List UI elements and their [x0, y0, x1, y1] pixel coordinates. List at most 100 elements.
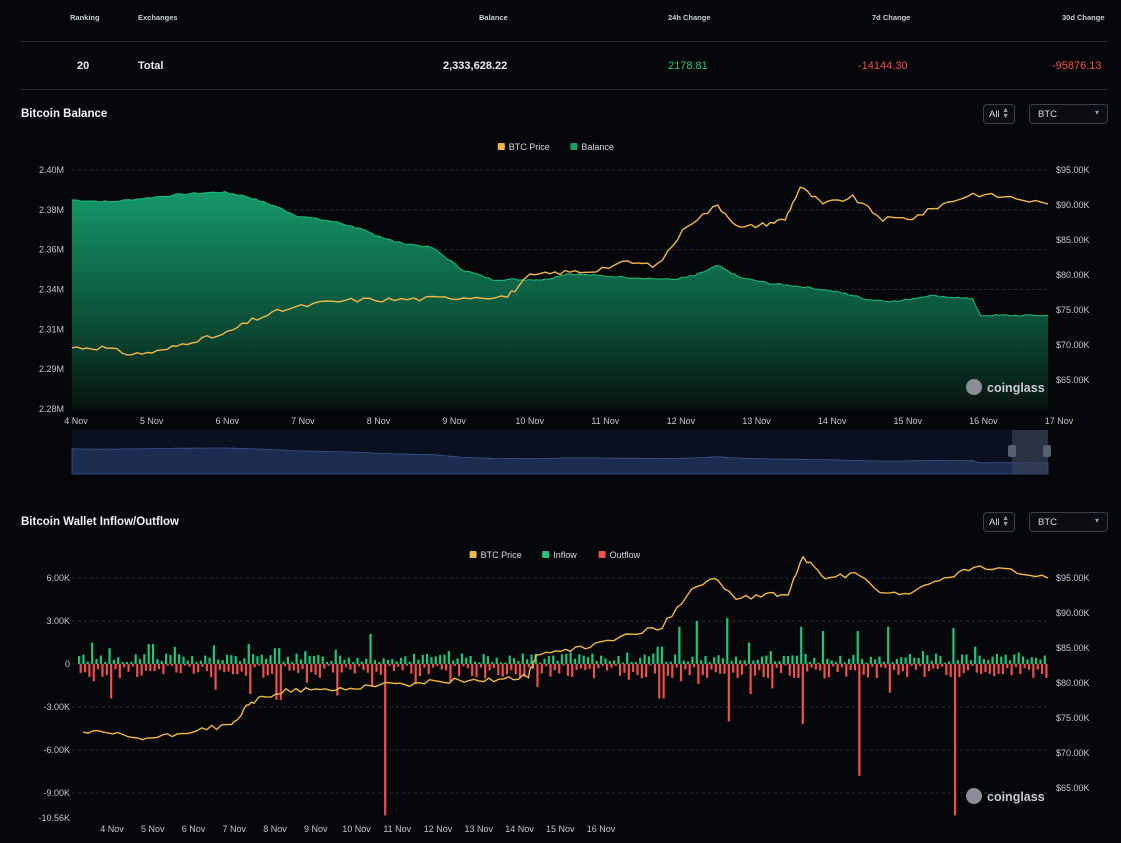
navigator-window: [1012, 430, 1048, 474]
outflow-bar: [292, 664, 295, 671]
inflow-bar: [856, 631, 859, 664]
legend-swatch-1: [570, 143, 578, 150]
header-30d-change[interactable]: 30d Change: [1062, 13, 1105, 22]
balance-area-series: [71, 190, 1049, 409]
x-tick: 5 Nov: [141, 824, 165, 834]
inflow-bar: [460, 653, 463, 664]
inflow-bar: [869, 656, 872, 664]
outflow-bar: [105, 664, 108, 675]
outflow-bar: [371, 664, 374, 686]
inflow-bar: [739, 660, 742, 664]
inflow-bar: [273, 648, 276, 664]
outflow-bar: [692, 664, 696, 668]
outflow-bar: [184, 664, 187, 666]
inflow-bar: [987, 660, 990, 664]
bitcoin-inflow-outflow-chart[interactable]: BTC Price Inflow Outflow 6.00K 3.00K 0 -3.00K…: [0, 540, 1121, 843]
outflow-bar: [588, 664, 591, 669]
header-7d-change[interactable]: 7d Change: [872, 13, 911, 22]
bitcoin-balance-chart[interactable]: BTC Price Balance 2.40M 2.38M 2.36M 2.34M 2.3…: [0, 130, 1121, 475]
inflow-bar: [817, 662, 820, 664]
inflow-bar: [212, 645, 216, 664]
outflow-bar: [975, 664, 978, 673]
outflow-bar: [188, 664, 191, 667]
outflow-bar: [853, 664, 857, 671]
coinglass-watermark: coinglass: [966, 788, 1045, 804]
flow-filter-select[interactable]: All ▲ ▼: [983, 512, 1015, 532]
inflow-bar: [569, 652, 572, 664]
inflow-bar: [530, 654, 533, 664]
outflow-bar: [266, 664, 269, 676]
inflow-bar: [900, 657, 903, 664]
inflow-bar: [1026, 659, 1029, 664]
header-balance[interactable]: Balance: [479, 13, 508, 22]
inflow-bar: [687, 661, 690, 664]
outflow-bar: [201, 664, 204, 667]
inflow-bar: [604, 658, 607, 664]
outflow-bar: [453, 664, 456, 667]
balance-filter-select[interactable]: All ▲ ▼: [983, 104, 1015, 124]
outflow-bar: [114, 664, 117, 670]
outflow-bar: [814, 664, 817, 670]
range-navigator[interactable]: [71, 430, 1051, 475]
outflow-bar: [771, 664, 774, 689]
outflow-bar: [684, 664, 687, 670]
inflow-bar: [134, 654, 137, 664]
outflow-bar: [140, 664, 143, 676]
y-right-tick: $90.00K: [1056, 200, 1090, 210]
outflow-bar: [993, 664, 996, 677]
outflow-bar: [601, 664, 604, 666]
outflow-bar: [997, 664, 1000, 674]
inflow-bar: [78, 656, 81, 664]
y-left-tick: -6.00K: [43, 745, 70, 755]
inflow-bar: [191, 655, 194, 664]
inflow-bar: [621, 662, 624, 664]
balance-filter-value: All: [989, 109, 1000, 120]
inflow-bar: [639, 657, 642, 664]
x-tick: 7 Nov: [291, 416, 315, 426]
outflow-bar: [888, 664, 891, 693]
legend-swatch-0: [469, 551, 477, 558]
flow-filter-value: All: [989, 517, 1000, 528]
outflow-bar: [401, 664, 404, 671]
price-line: [82, 555, 1049, 741]
outflow-bar: [527, 664, 530, 668]
up-down-arrows-icon: ▲ ▼: [1002, 107, 1009, 120]
inflow-bar: [934, 653, 938, 664]
outflow-bar: [375, 664, 378, 672]
inflow-bar: [521, 653, 524, 664]
btc-price-line-series: [71, 186, 1049, 356]
outflow-bar: [871, 664, 874, 667]
navigator-series: [71, 447, 1049, 475]
outflow-bar: [1036, 664, 1039, 670]
inflow-bar: [173, 646, 176, 664]
inflow-bar: [439, 655, 442, 664]
outflow-bar: [449, 664, 452, 682]
outflow-bar: [514, 664, 517, 675]
inflow-bar: [630, 661, 633, 664]
cell-exchange: Total: [138, 60, 164, 72]
inflow-bar: [708, 662, 711, 664]
table-header: Ranking Exchanges Balance 24h Change 7d …: [20, 0, 1108, 42]
inflow-bar: [365, 658, 368, 664]
outflow-bar: [749, 664, 752, 695]
inflow-bar: [887, 626, 890, 664]
outflow-bar: [532, 664, 535, 670]
header-exchanges[interactable]: Exchanges: [138, 13, 178, 22]
y-left-tick: -10.56K: [38, 813, 70, 823]
header-24h-change[interactable]: 24h Change: [668, 13, 711, 22]
outflow-bar: [675, 664, 678, 668]
outflow-bar: [231, 664, 235, 675]
inflow-bar: [595, 660, 598, 664]
inflow-bar: [330, 661, 333, 664]
flow-coin-select[interactable]: BTC ▾: [1029, 512, 1108, 532]
inflow-bar: [573, 658, 577, 664]
outflow-bar: [575, 664, 578, 671]
header-ranking[interactable]: Ranking: [70, 13, 100, 22]
outflow-bar: [318, 664, 322, 678]
inflow-bar: [504, 662, 507, 664]
outflow-bar: [866, 664, 870, 678]
balance-coin-select[interactable]: BTC ▾: [1029, 104, 1108, 124]
inflow-bar: [217, 659, 220, 664]
inflow-bar: [1008, 660, 1012, 664]
inflow-bar: [499, 662, 503, 664]
